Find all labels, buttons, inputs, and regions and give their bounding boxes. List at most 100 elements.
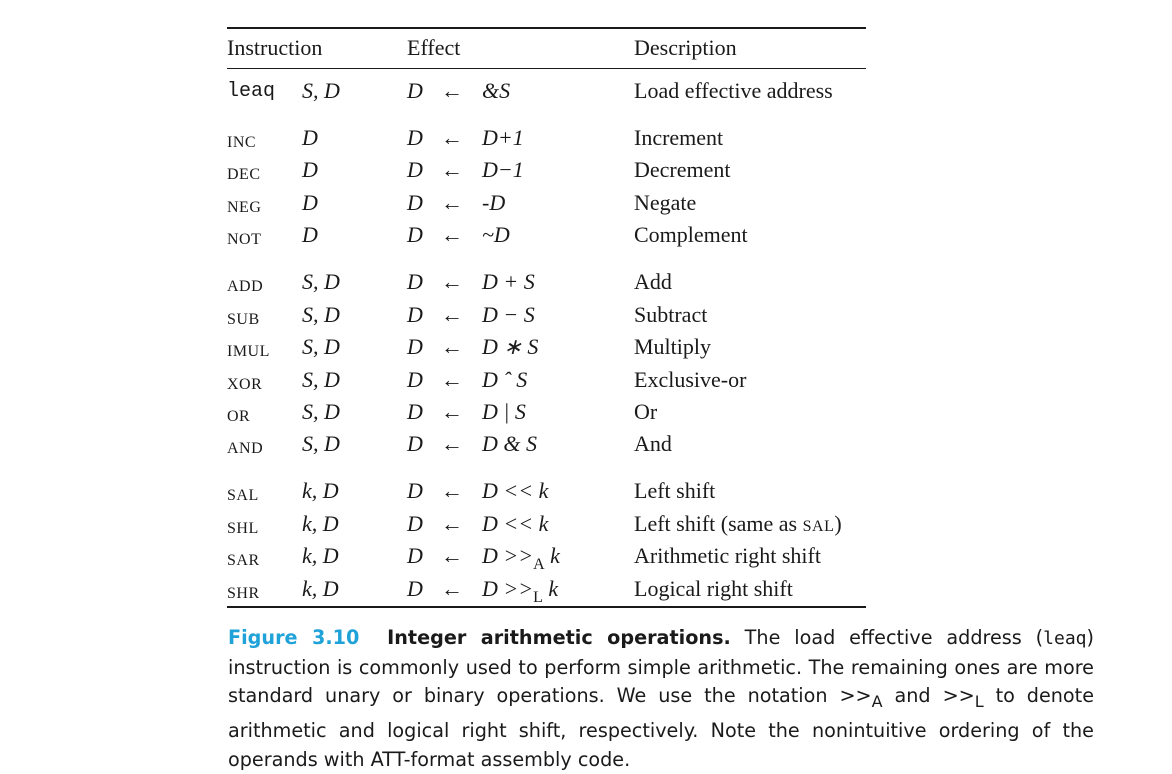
table-row: IMUL S, D D ← D ∗ S Multiply xyxy=(0,331,1172,363)
expression-text: D >> xyxy=(482,576,534,601)
operands: k, D xyxy=(302,511,339,536)
instruction-name: SAL xyxy=(227,487,259,504)
figure-caption: Figure 3.10 Integer arithmetic operation… xyxy=(228,624,1094,774)
table-row: AND S, D D ← D & S And xyxy=(0,428,1172,460)
operands: k, D xyxy=(302,543,339,568)
figure-label: Figure 3.10 xyxy=(228,626,360,649)
operands: S, D xyxy=(302,269,340,294)
table-row: SUB S, D D ← D − S Subtract xyxy=(0,299,1172,331)
notation-logical: >>L xyxy=(943,684,984,711)
instruction-name: AND xyxy=(227,440,264,457)
operands: k, D xyxy=(302,576,339,601)
notation-arith: >>A xyxy=(839,684,882,711)
top-rule xyxy=(227,27,866,29)
description: Multiply xyxy=(634,334,712,359)
effect-destination: D xyxy=(407,478,423,503)
operands: D xyxy=(302,190,318,215)
expression-subscript: A xyxy=(533,556,545,573)
description: Negate xyxy=(634,190,697,215)
description: Exclusive-or xyxy=(634,367,747,392)
description-text-end: ) xyxy=(834,511,842,536)
table-row: ADD S, D D ← D + S Add xyxy=(0,266,1172,298)
header-description: Description xyxy=(634,35,737,60)
operands: k, D xyxy=(302,478,339,503)
assign-arrow: ← xyxy=(441,125,463,150)
effect-expression: D << k xyxy=(482,511,549,536)
description: Arithmetic right shift xyxy=(634,543,821,568)
effect-expression: D + S xyxy=(482,269,535,294)
description: Increment xyxy=(634,125,724,150)
description: Load effective address xyxy=(634,78,833,103)
figure-title: Integer arithmetic operations. xyxy=(387,626,731,649)
notation-subscript: L xyxy=(974,692,984,712)
expression-text-end: k xyxy=(542,576,559,601)
description: Left shift xyxy=(634,478,716,503)
table-row: SAL k, D D ← D << k Left shift xyxy=(0,475,1172,507)
assign-arrow: ← xyxy=(441,269,463,294)
effect-expression: ~D xyxy=(482,222,510,247)
assign-arrow: ← xyxy=(441,511,463,536)
effect-expression: D >>A k xyxy=(482,542,560,573)
effect-destination: D xyxy=(407,431,423,456)
description: Add xyxy=(634,269,672,294)
assign-arrow: ← xyxy=(441,576,463,601)
effect-destination: D xyxy=(407,190,423,215)
effect-destination: D xyxy=(407,576,423,601)
notation-subscript: A xyxy=(871,692,883,712)
assign-arrow: ← xyxy=(441,399,463,424)
caption-text: to denote arithmetic and logical right s… xyxy=(228,684,1094,771)
table-row: NEG D D ← -D Negate xyxy=(0,187,1172,219)
table-row: XOR S, D D ← D ˆ S Exclusive-or xyxy=(0,364,1172,396)
effect-expression: D << k xyxy=(482,478,549,503)
effect-destination: D xyxy=(407,399,423,424)
instruction-name: SHL xyxy=(227,520,259,537)
description: Complement xyxy=(634,222,748,247)
operands: S, D xyxy=(302,431,340,456)
effect-destination: D xyxy=(407,334,423,359)
assign-arrow: ← xyxy=(441,190,463,215)
description-smallcaps: SAL xyxy=(802,518,835,535)
header-effect: Effect xyxy=(407,35,461,60)
assign-arrow: ← xyxy=(441,367,463,392)
effect-destination: D xyxy=(407,157,423,182)
effect-expression: D ˆ S xyxy=(482,367,528,392)
effect-expression: D & S xyxy=(482,431,537,456)
header-rule xyxy=(227,68,866,69)
effect-expression: D+1 xyxy=(482,125,524,150)
effect-destination: D xyxy=(407,78,423,103)
bottom-rule xyxy=(227,606,866,608)
description: Subtract xyxy=(634,302,708,327)
assign-arrow: ← xyxy=(441,478,463,503)
effect-destination: D xyxy=(407,511,423,536)
table-row: INC D D ← D+1 Increment xyxy=(0,122,1172,154)
table-row: SHL k, D D ← D << k Left shift (same as … xyxy=(0,508,1172,540)
instruction-name: OR xyxy=(227,408,251,425)
expression-subscript: L xyxy=(533,589,543,606)
effect-destination: D xyxy=(407,367,423,392)
description: And xyxy=(634,431,672,456)
instruction-name: XOR xyxy=(227,376,263,393)
table-row: SAR k, D D ← D >>A k Arithmetic right sh… xyxy=(0,540,1172,573)
effect-expression: D ∗ S xyxy=(482,334,539,359)
instruction-name: INC xyxy=(227,134,257,151)
assign-arrow: ← xyxy=(441,157,463,182)
instruction-name: SAR xyxy=(227,552,260,569)
table-row: leaq S, D D ← &S Load effective address xyxy=(0,75,1172,107)
operands: D xyxy=(302,157,318,182)
instruction-name: IMUL xyxy=(227,343,270,360)
expression-text-end: k xyxy=(544,543,560,568)
assign-arrow: ← xyxy=(441,431,463,456)
expression-text: D >> xyxy=(482,543,534,568)
header-instruction: Instruction xyxy=(227,35,323,60)
assign-arrow: ← xyxy=(441,543,463,568)
instruction-name: NEG xyxy=(227,199,262,216)
effect-expression: -D xyxy=(482,190,506,215)
effect-expression: &S xyxy=(482,78,511,103)
description: Or xyxy=(634,399,658,424)
description: Left shift (same as SAL) xyxy=(634,510,842,541)
caption-text: and xyxy=(882,684,943,708)
operands: S, D xyxy=(302,399,340,424)
effect-expression: D − S xyxy=(482,302,535,327)
instruction-name: SHR xyxy=(227,585,260,602)
assign-arrow: ← xyxy=(441,78,463,103)
